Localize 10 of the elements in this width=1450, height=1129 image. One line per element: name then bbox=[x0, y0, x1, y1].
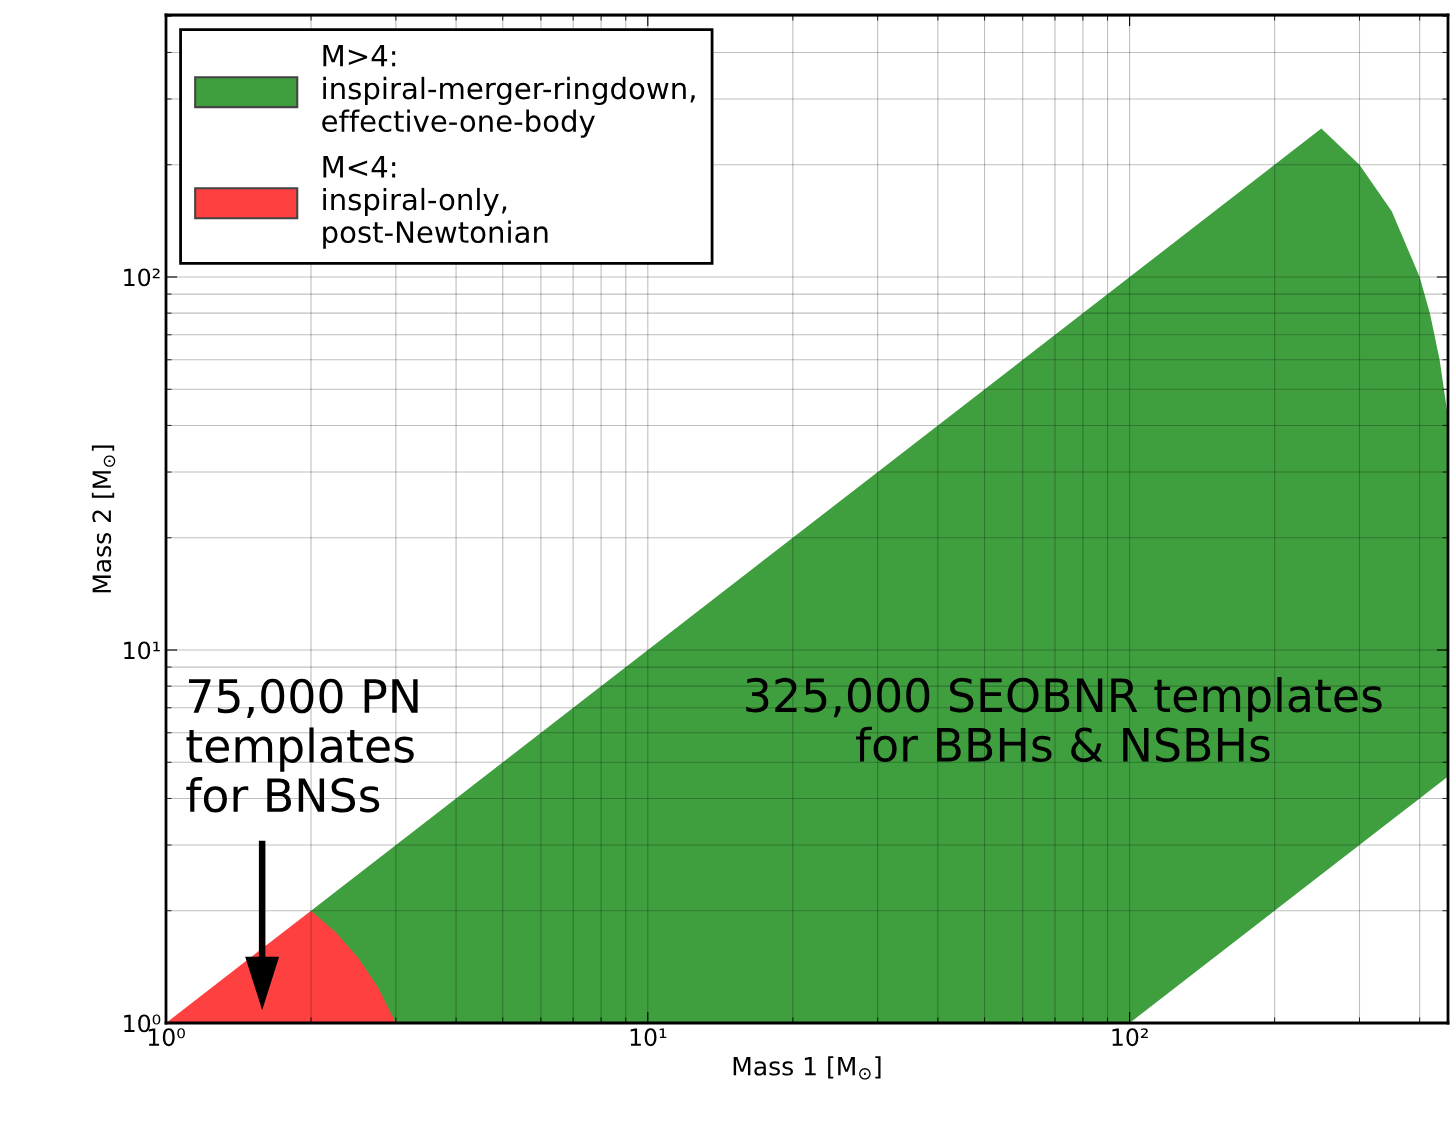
y-tick-label: 10¹ bbox=[124, 641, 160, 660]
annotation: 325,000 SEOBNR templates for BBHs & NSBHs bbox=[746, 677, 1382, 763]
x-tick-label: 10² bbox=[1112, 1028, 1148, 1047]
legend-label: M>4: inspiral-merger-ringdown, effective-one-body bbox=[322, 45, 695, 138]
y-tick-label: 10² bbox=[124, 268, 160, 287]
x-axis-title: Mass 1 [M$_{⊙}$] bbox=[733, 1056, 881, 1080]
annotation: 75,000 PN templates for BNSs bbox=[186, 678, 418, 813]
legend-label: M<4: inspiral-only, post-Newtonian bbox=[323, 156, 548, 249]
x-tick-label: 10¹ bbox=[630, 1028, 667, 1047]
y-axis-title: Mass 2 [M$_{⊙}$] bbox=[91, 445, 116, 593]
